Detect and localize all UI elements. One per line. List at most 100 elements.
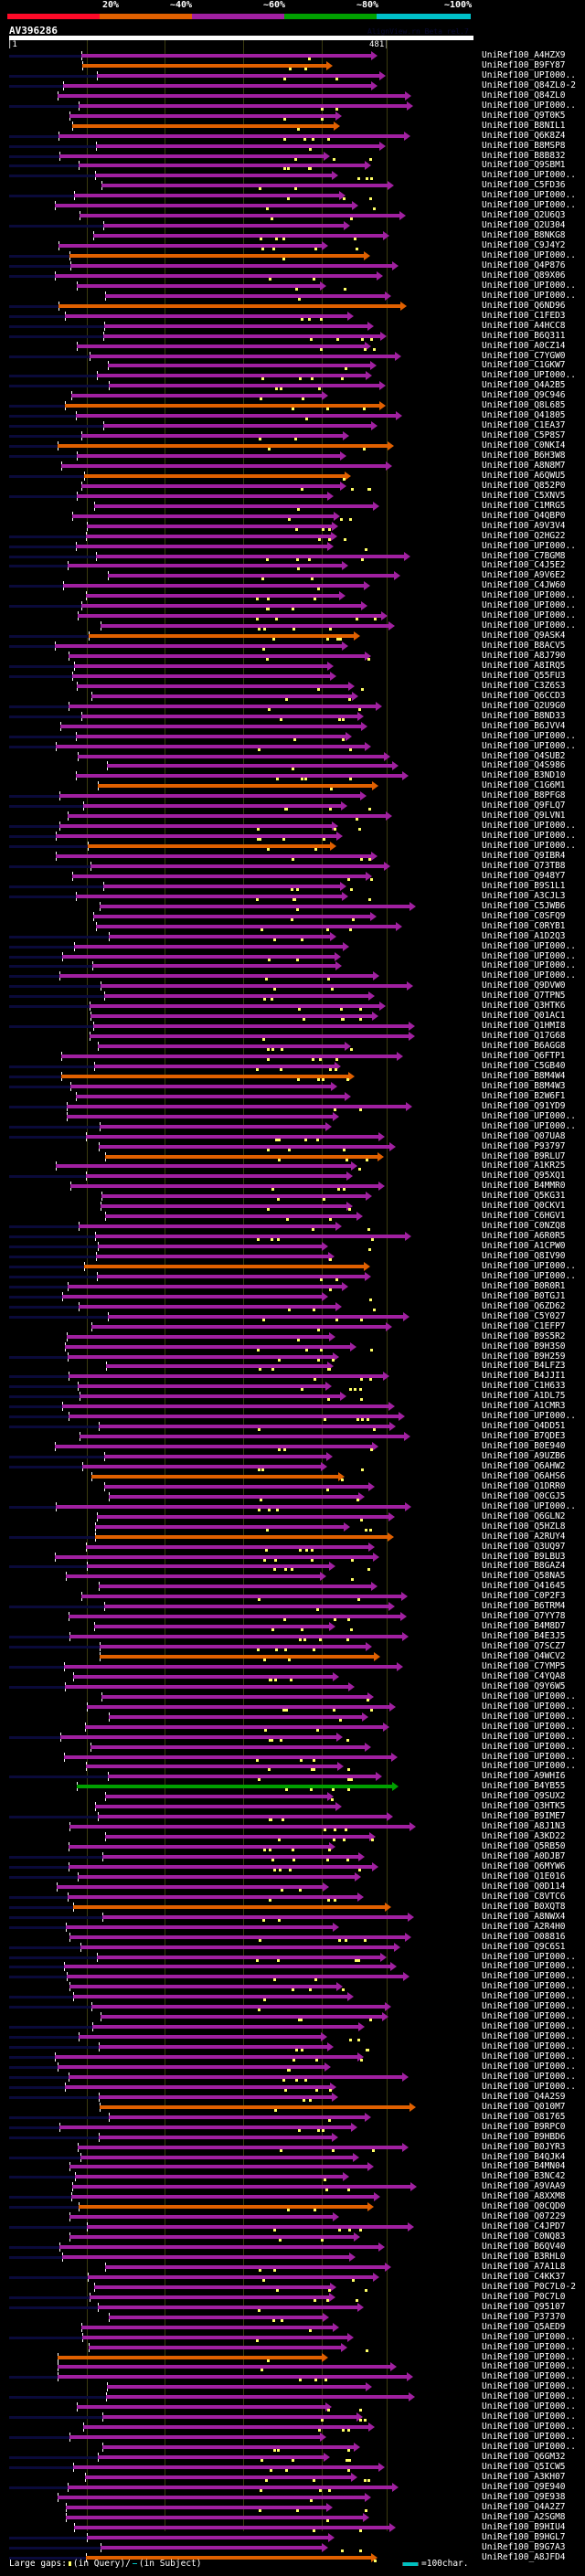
alignment-segment[interactable] [59, 824, 332, 829]
hit-label[interactable]: UniRef100_B8NKG8 [482, 230, 566, 241]
hit-row[interactable]: UniRef100_B7QDE3 [0, 1431, 585, 1442]
hit-label[interactable]: UniRef100_C0NQ83 [482, 2231, 566, 2242]
hit-row[interactable]: UniRef100_Q9SUX2 [0, 1791, 585, 1802]
hit-label[interactable]: UniRef100_C5JWB6 [482, 900, 566, 911]
hit-label[interactable]: UniRef100_B2W6F1 [482, 1090, 566, 1101]
hit-row[interactable]: UniRef100_B4YB55 [0, 1781, 585, 1792]
hit-row[interactable]: UniRef100_C0NZQ8 [0, 1221, 585, 1232]
hit-row[interactable]: UniRef100_Q95107 [0, 2302, 585, 2313]
alignment-segment[interactable] [61, 1074, 348, 1078]
alignment-segment[interactable] [56, 1164, 351, 1169]
hit-label[interactable]: UniRef100_A9WHI6 [482, 1771, 566, 1782]
hit-label[interactable]: UniRef100_Q8IV90 [482, 1251, 566, 1261]
hit-label[interactable]: UniRef100_A0DJB7 [482, 1851, 566, 1861]
alignment-segment[interactable] [62, 1294, 322, 1299]
hit-row[interactable]: UniRef100_UPI000.. [0, 2011, 585, 2022]
hit-row[interactable]: UniRef100_Q6MYW6 [0, 1861, 585, 1872]
alignment-segment[interactable] [70, 1084, 331, 1088]
alignment-segment[interactable] [78, 614, 381, 619]
alignment-segment[interactable] [96, 143, 379, 148]
hit-row[interactable]: UniRef100_UPI000.. [0, 1971, 585, 1982]
hit-label[interactable]: UniRef100_Q9FLQ7 [482, 800, 566, 811]
alignment-segment[interactable] [73, 1674, 333, 1679]
alignment-segment[interactable] [97, 374, 366, 378]
hit-label[interactable]: UniRef100_P37370 [482, 2311, 566, 2322]
hit-row[interactable]: UniRef100_Q7TPN5 [0, 991, 585, 1002]
hit-row[interactable]: UniRef100_UPI000.. [0, 2432, 585, 2443]
alignment-segment[interactable] [78, 1874, 355, 1879]
alignment-segment[interactable] [69, 1845, 329, 1850]
hit-label[interactable]: UniRef100_C0RYB1 [482, 920, 566, 931]
hit-row[interactable]: UniRef100_A9V3V4 [0, 521, 585, 532]
hit-row[interactable]: UniRef100_A8NWX4 [0, 1912, 585, 1923]
alignment-segment[interactable] [58, 2375, 407, 2380]
hit-row[interactable]: UniRef100_Q58NA5 [0, 1571, 585, 1582]
alignment-segment[interactable] [90, 354, 395, 358]
hit-row[interactable]: UniRef100_C5Y027 [0, 1311, 585, 1322]
hit-row[interactable]: UniRef100_Q9DVW0 [0, 981, 585, 991]
hit-label[interactable]: UniRef100_A1CPW0 [482, 1241, 566, 1252]
hit-label[interactable]: UniRef100_Q58NA5 [482, 1571, 566, 1582]
alignment-segment[interactable] [103, 334, 380, 338]
alignment-segment[interactable] [92, 2025, 358, 2030]
alignment-segment[interactable] [66, 1574, 320, 1579]
alignment-segment[interactable] [59, 794, 360, 799]
alignment-segment[interactable] [101, 984, 407, 989]
alignment-segment[interactable] [58, 2365, 390, 2369]
hit-row[interactable]: UniRef100_C5XNV5 [0, 491, 585, 502]
hit-row[interactable]: UniRef100_A7A1L8 [0, 2262, 585, 2273]
hit-row[interactable]: UniRef100_UPI000.. [0, 1761, 585, 1772]
alignment-segment[interactable] [95, 1534, 388, 1539]
hit-label[interactable]: UniRef100_B9RLU7 [482, 1150, 566, 1161]
hit-row[interactable]: UniRef100_UPI000.. [0, 610, 585, 621]
hit-label[interactable]: UniRef100_C0NKI4 [482, 440, 566, 451]
alignment-segment[interactable] [83, 2425, 368, 2430]
alignment-segment[interactable] [98, 1815, 387, 1819]
alignment-segment[interactable] [79, 164, 365, 168]
hit-label[interactable]: UniRef100_UPI000.. [482, 280, 576, 291]
hit-label[interactable]: UniRef100_UPI000.. [482, 2331, 576, 2342]
alignment-segment[interactable] [59, 974, 373, 979]
hit-row[interactable]: UniRef100_A2R4H0 [0, 1922, 585, 1933]
hit-row[interactable]: UniRef100_UPI000.. [0, 600, 585, 611]
hit-label[interactable]: UniRef100_P0C7L0-2 [482, 2281, 576, 2292]
hit-label[interactable]: UniRef100_C0SFQ9 [482, 910, 566, 921]
alignment-segment[interactable] [96, 554, 404, 558]
hit-row[interactable]: UniRef100_UPI000.. [0, 1752, 585, 1763]
hit-row[interactable]: UniRef100_Q3HTK6 [0, 1001, 585, 1012]
hit-label[interactable]: UniRef100_A8XXM8 [482, 2191, 566, 2202]
hit-label[interactable]: UniRef100_A8J1N3 [482, 1821, 566, 1832]
hit-row[interactable]: UniRef100_UPI000.. [0, 941, 585, 952]
hit-row[interactable]: UniRef100_Q73TB8 [0, 861, 585, 872]
hit-label[interactable]: UniRef100_B0XQT8 [482, 1901, 566, 1912]
hit-label[interactable]: UniRef100_B9IME7 [482, 1811, 566, 1822]
alignment-segment[interactable] [92, 964, 335, 969]
hit-row[interactable]: UniRef100_O08816 [0, 1932, 585, 1943]
hit-row[interactable]: UniRef100_Q2HG22 [0, 531, 585, 542]
alignment-segment[interactable] [104, 323, 367, 328]
hit-row[interactable]: UniRef100_UPI000.. [0, 291, 585, 302]
alignment-segment[interactable] [98, 1044, 345, 1049]
hit-row[interactable]: UniRef100_Q1E016 [0, 1871, 585, 1882]
alignment-segment[interactable] [98, 2455, 324, 2459]
hit-label[interactable]: UniRef100_B6TRM4 [482, 1601, 566, 1612]
hit-row[interactable]: UniRef100_B8NIL1 [0, 121, 585, 132]
hit-row[interactable]: UniRef100_Q4QBP0 [0, 511, 585, 522]
alignment-segment[interactable] [86, 534, 331, 538]
hit-label[interactable]: UniRef100_Q7TPN5 [482, 991, 566, 1002]
hit-row[interactable]: UniRef100_UPI000.. [0, 2381, 585, 2392]
alignment-segment[interactable] [101, 184, 388, 188]
hit-label[interactable]: UniRef100_UPI000.. [482, 1120, 576, 1131]
alignment-segment[interactable] [69, 2074, 402, 2079]
hit-label[interactable]: UniRef100_B8ACV5 [482, 641, 566, 652]
alignment-segment[interactable] [64, 1754, 391, 1759]
hit-row[interactable]: UniRef100_Q852P0 [0, 481, 585, 492]
hit-label[interactable]: UniRef100_Q4P876 [482, 260, 566, 270]
hit-row[interactable]: UniRef100_A0DJB7 [0, 1851, 585, 1862]
hit-row[interactable]: UniRef100_UPI000.. [0, 250, 585, 261]
hit-row[interactable]: UniRef100_A3KH07 [0, 2472, 585, 2483]
hit-row[interactable]: UniRef100_P0C7L0 [0, 2292, 585, 2303]
alignment-segment[interactable] [105, 2264, 385, 2269]
alignment-segment[interactable] [66, 2515, 363, 2519]
alignment-segment[interactable] [62, 954, 335, 959]
